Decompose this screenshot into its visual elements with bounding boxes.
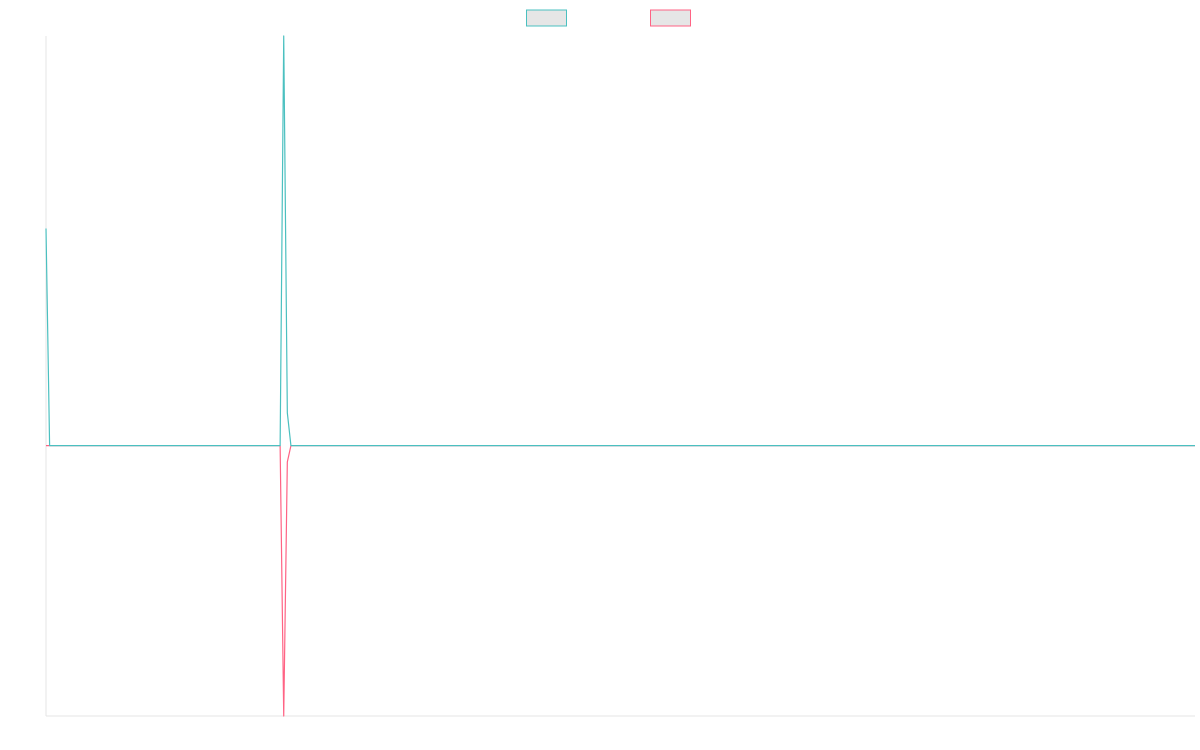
legend-swatch[interactable] — [526, 9, 567, 27]
legend-swatch[interactable] — [650, 9, 691, 27]
series-line — [45, 35, 1195, 447]
series-line — [46, 445, 1195, 717]
